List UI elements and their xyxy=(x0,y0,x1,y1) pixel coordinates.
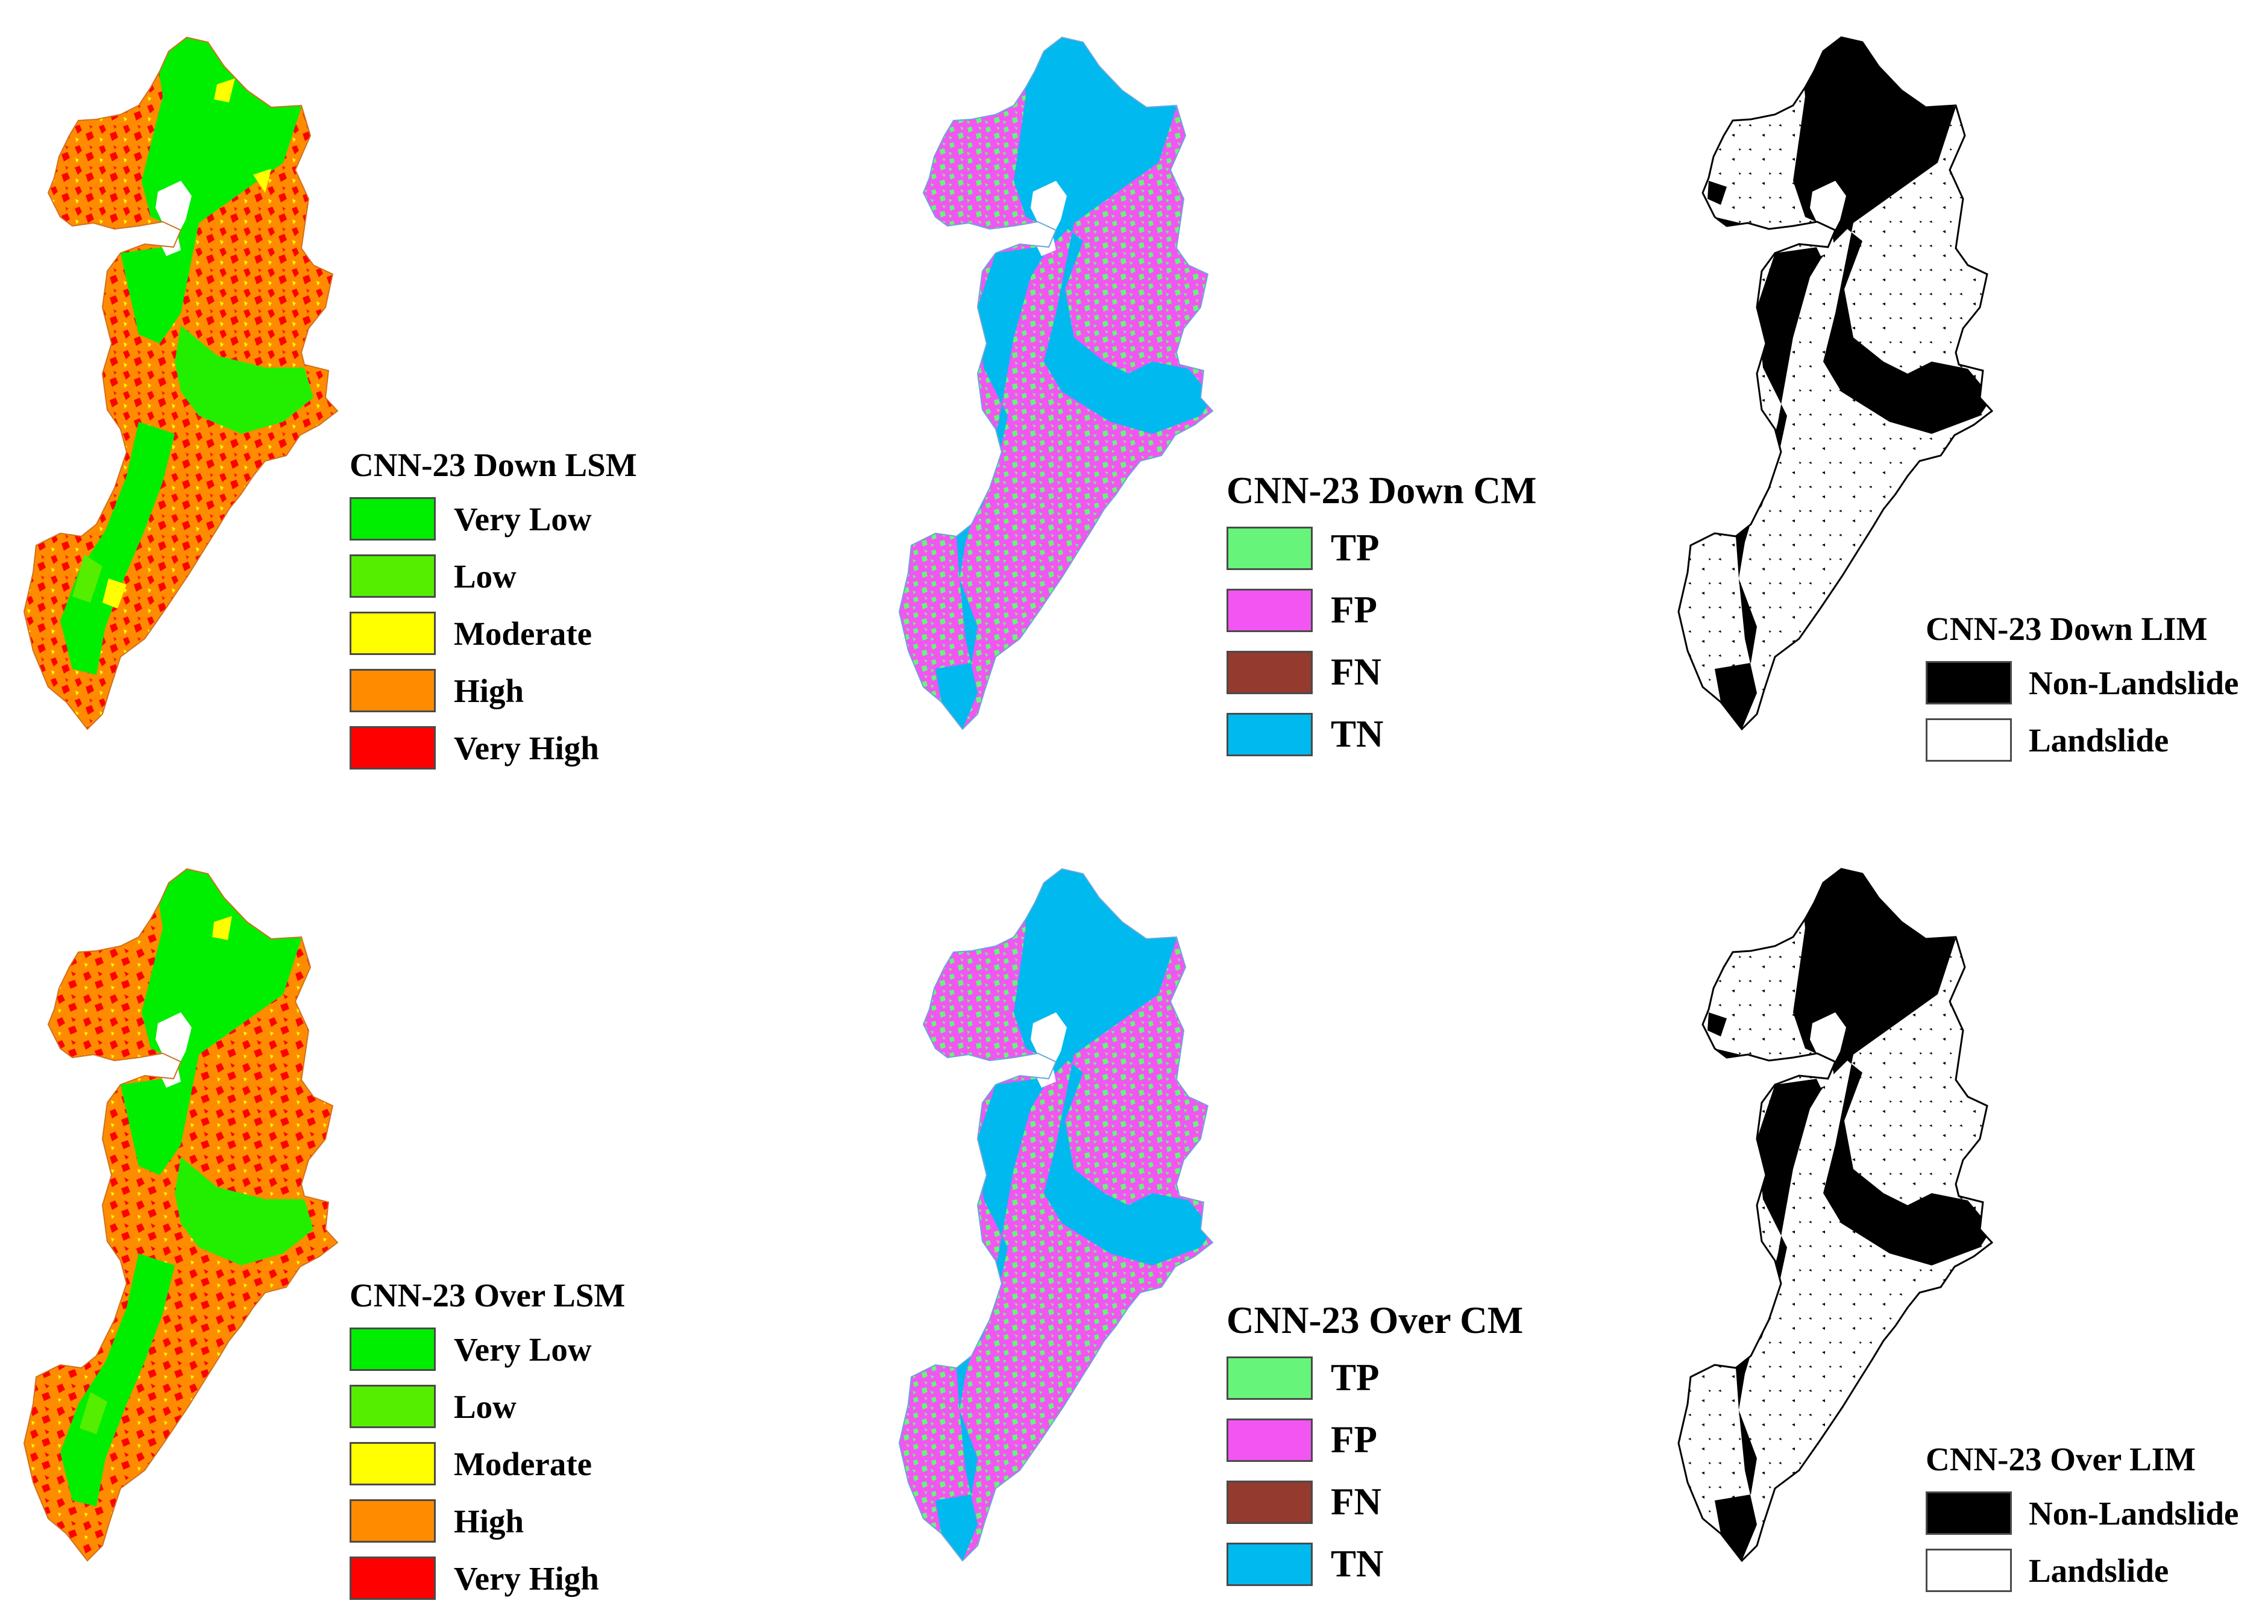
legend-item-moderate: Moderate xyxy=(350,612,592,655)
legend-over-cm: CNN-23 Over CM TP FP FN TN xyxy=(1227,1299,1524,1586)
legend-swatch xyxy=(1926,718,2012,762)
legend-item-moderate: Moderate xyxy=(350,1442,592,1485)
legend-label: Low xyxy=(454,557,517,595)
legend-item-very-high: Very High xyxy=(350,726,599,770)
legend-item-non-landslide: Non-Landslide xyxy=(1926,661,2238,704)
legend-label: FN xyxy=(1331,651,1381,693)
legend-label: Non-Landslide xyxy=(2029,1494,2239,1532)
map-down-cm xyxy=(899,37,1213,730)
legend-swatch xyxy=(1227,1480,1313,1524)
map-down-lsm xyxy=(24,37,338,730)
legend-item-very-low: Very Low xyxy=(350,1328,592,1371)
legend-label: Non-Landslide xyxy=(2029,664,2239,701)
legend-label: Very Low xyxy=(454,1331,592,1368)
legend-swatch xyxy=(1926,661,2012,704)
legend-item-high: High xyxy=(350,669,524,712)
legend-swatch xyxy=(1227,712,1313,756)
legend-swatch xyxy=(350,1557,436,1600)
legend-title: CNN-23 Over CM xyxy=(1227,1299,1524,1341)
legend-title: CNN-23 Down LIM xyxy=(1926,610,2208,647)
legend-swatch xyxy=(350,612,436,655)
map-over-cm xyxy=(899,868,1213,1561)
legend-swatch xyxy=(1227,1542,1313,1586)
legend-swatch xyxy=(350,1328,436,1371)
legend-down-lim: CNN-23 Down LIM Non-Landslide Landslide xyxy=(1926,610,2238,762)
legend-item-fp: FP xyxy=(1227,588,1377,632)
legend-item-very-high: Very High xyxy=(350,1557,599,1600)
legend-item-low: Low xyxy=(350,1385,517,1428)
legend-item-high: High xyxy=(350,1499,524,1543)
legend-item-landslide: Landslide xyxy=(1926,1549,2169,1592)
legend-label: Very High xyxy=(454,1560,599,1597)
legend-title: CNN-23 Over LIM xyxy=(1926,1441,2196,1478)
legend-label: Moderate xyxy=(454,1445,592,1482)
legend-label: TN xyxy=(1331,713,1384,755)
legend-item-fp: FP xyxy=(1227,1418,1377,1462)
legend-swatch xyxy=(350,726,436,770)
legend-label: Very High xyxy=(454,729,599,767)
legend-title: CNN-23 Down CM xyxy=(1227,469,1537,512)
legend-over-lsm: CNN-23 Over LSM Very Low Low Moderate Hi… xyxy=(350,1276,626,1600)
legend-item-tn: TN xyxy=(1227,712,1384,756)
legend-label: TP xyxy=(1331,527,1380,569)
legend-label: TP xyxy=(1331,1356,1380,1399)
legend-title: CNN-23 Down LSM xyxy=(350,447,637,483)
legend-label: Moderate xyxy=(454,615,592,652)
legend-swatch xyxy=(350,554,436,598)
legend-swatch xyxy=(350,1442,436,1485)
legend-label: Landslide xyxy=(2029,1552,2169,1589)
legend-swatch xyxy=(350,669,436,712)
legend-label: FN xyxy=(1331,1481,1381,1523)
legend-swatch xyxy=(350,1385,436,1428)
legend-label: FP xyxy=(1331,1419,1377,1461)
map-over-lsm xyxy=(24,868,338,1561)
legend-over-lim: CNN-23 Over LIM Non-Landslide Landslide xyxy=(1926,1440,2238,1592)
legend-label: High xyxy=(454,672,524,709)
legend-label: High xyxy=(454,1502,524,1540)
legend-down-lsm: CNN-23 Down LSM Very Low Low Moderate Hi… xyxy=(350,446,637,770)
legend-label: FP xyxy=(1331,589,1377,631)
legend-swatch xyxy=(1926,1549,2012,1592)
legend-label: Landslide xyxy=(2029,721,2169,759)
legend-swatch xyxy=(1227,526,1313,570)
legend-item-tp: TP xyxy=(1227,1356,1380,1400)
legend-item-fn: FN xyxy=(1227,1480,1381,1524)
legend-swatch xyxy=(1227,1418,1313,1462)
legend-swatch xyxy=(1227,588,1313,632)
legend-item-landslide: Landslide xyxy=(1926,718,2169,762)
legend-swatch xyxy=(1227,650,1313,694)
legend-label: Very Low xyxy=(454,500,592,538)
legend-swatch xyxy=(350,1499,436,1543)
legend-title: CNN-23 Over LSM xyxy=(350,1277,626,1314)
legend-item-fn: FN xyxy=(1227,650,1381,694)
legend-item-very-low: Very Low xyxy=(350,497,592,541)
legend-swatch xyxy=(1227,1356,1313,1400)
legend-item-low: Low xyxy=(350,554,517,598)
legend-item-tn: TN xyxy=(1227,1542,1384,1586)
legend-item-non-landslide: Non-Landslide xyxy=(1926,1491,2238,1535)
legend-swatch xyxy=(1926,1491,2012,1535)
legend-label: Low xyxy=(454,1388,517,1425)
legend-label: TN xyxy=(1331,1543,1384,1585)
legend-item-tp: TP xyxy=(1227,526,1380,570)
legend-down-cm: CNN-23 Down CM TP FP FN TN xyxy=(1227,469,1537,756)
legend-swatch xyxy=(350,497,436,541)
